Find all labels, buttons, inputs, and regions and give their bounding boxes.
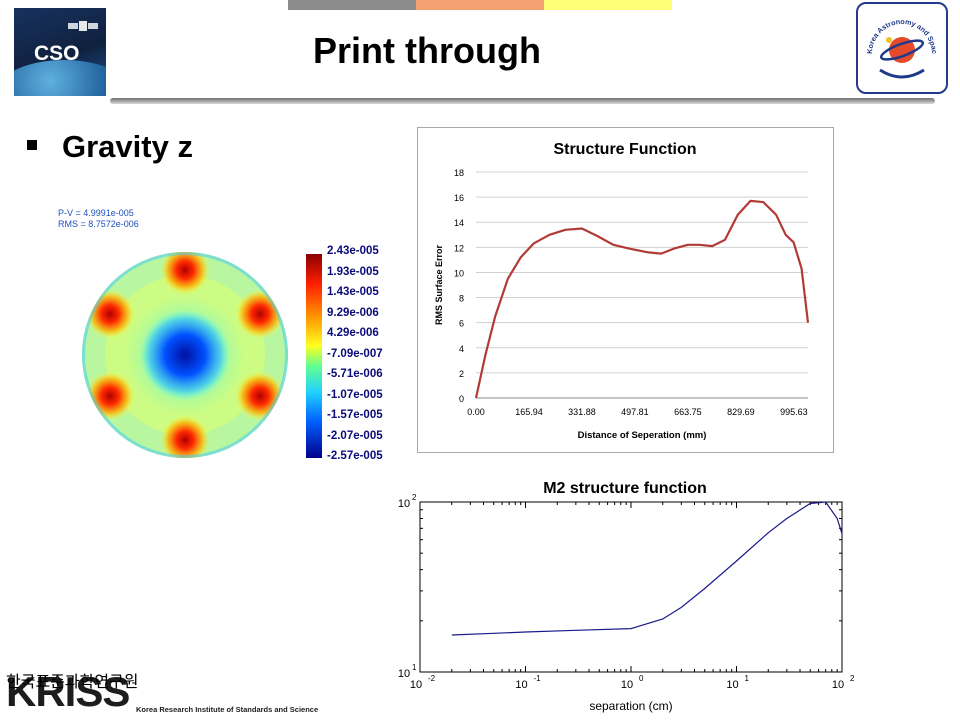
colorbar-tick-label: 1.93e-005 [327,265,379,278]
x-tick-label: 10 [621,679,633,691]
pv-value: P-V = 4.9991e-005 [58,208,134,218]
kriss-korean-name: 한국표준과학연구원 [6,674,139,691]
cso-logo-text: CSO [34,42,80,65]
colorbar [306,254,322,458]
colorbar-labels: 2.43e-005 1.93e-005 1.43e-005 9.29e-006 4.29… [327,244,383,470]
kriss-english-name: Korea Research Institute of Standards an… [136,705,319,714]
earth-graphic [14,60,106,96]
y-tick-label: 10 [454,268,464,278]
x-tick-exponent: -1 [534,674,542,683]
bullet-icon [27,140,37,150]
colorbar-tick-label: 4.29e-006 [327,327,379,339]
colorbar-tick-label: -1.57e-005 [327,409,383,421]
y-tick-label: 12 [454,243,464,253]
series-line [474,199,810,399]
colorbar-tick-label: 1.43e-005 [327,286,379,298]
x-tick-exponent: -2 [428,674,436,683]
kasi-logo: Korea Astronomy and Space Science Instit… [856,0,948,94]
colorbar-tick-label: -1.07e-005 [327,388,383,401]
x-tick-label: 10 [515,679,527,691]
structure-function-svg: Structure Function 0 2 4 6 8 10 12 14 16 18 0.00 165… [434,141,810,441]
y-tick-label: 4 [459,344,464,354]
rms-value: RMS = 8.7572e-006 [58,219,139,229]
x-tick-label: 165.94 [515,407,543,417]
cso-logo: CSO [14,8,106,96]
x-tick-exponent: 2 [850,674,855,683]
x-axis-label: separation (cm) [589,699,672,713]
color-bar-orange [416,0,544,10]
page-title: Print through [313,30,541,71]
x-tick-exponent: 0 [639,674,644,683]
y-tick-label: 8 [459,294,464,304]
title-divider [110,98,935,104]
kriss-logo: KRISS [6,668,130,716]
y-tick-label: 18 [454,168,464,178]
chart-title: Structure Function [553,141,696,158]
colorbar-tick-label: -2.57e-005 [327,450,383,462]
y-tick-exponent: 1 [412,663,417,672]
surface-map-stats: P-V = 4.9991e-005 RMS = 8.7572e-006 [58,208,139,230]
colorbar-tick-label: 9.29e-006 [327,306,379,319]
y-tick-label: 2 [459,369,464,379]
colorbar-tick-label: 2.43e-005 [327,245,379,257]
y-tick-label: 16 [454,193,464,203]
x-tick-exponent: 1 [745,674,750,683]
colorbar-tick-label: -7.09e-007 [327,347,383,360]
plot-frame [419,501,843,673]
x-tick-label: 10 [726,679,738,691]
kasi-emblem-icon: Korea Astronomy and Space Science Instit… [856,0,939,79]
kriss-logo-text: KRISS [6,668,130,715]
x-tick-label: 829.69 [727,407,755,417]
m2-chart-title: M2 structure function [543,480,707,497]
color-bar-yellow [544,0,672,10]
bullet-heading: Gravity z [62,129,193,164]
series-line [451,501,843,636]
x-tick-label: 663.75 [674,407,702,417]
satellite-icon [68,21,98,31]
y-tick-exponent: 2 [412,493,417,502]
y-tick-label: 10 [398,498,410,510]
structure-function-chart: Structure Function 0 2 4 6 8 10 12 14 16 18 0.00 165… [417,127,834,453]
x-tick-label: 10 [410,679,422,691]
colorbar-tick-label: -5.71e-006 [327,368,383,380]
x-tick-label: 10 [832,679,844,691]
x-axis-label: Distance of Seperation (mm) [578,430,707,441]
x-tick-label: 0.00 [467,407,485,417]
gravity-z-surface-map [82,252,288,458]
x-tick-label: 331.88 [568,407,596,417]
y-tick-label: 0 [459,394,464,404]
y-tick-label: 6 [459,319,464,329]
y-tick-label: 14 [454,218,464,228]
y-axis-label: RMS Surface Error [434,244,444,325]
x-tick-label: 995.63 [780,407,808,417]
color-bar-gray [288,0,416,10]
colorbar-tick-label: -2.07e-005 [327,429,383,442]
x-tick-label: 497.81 [621,407,649,417]
y-tick-label: 10 [398,668,410,680]
